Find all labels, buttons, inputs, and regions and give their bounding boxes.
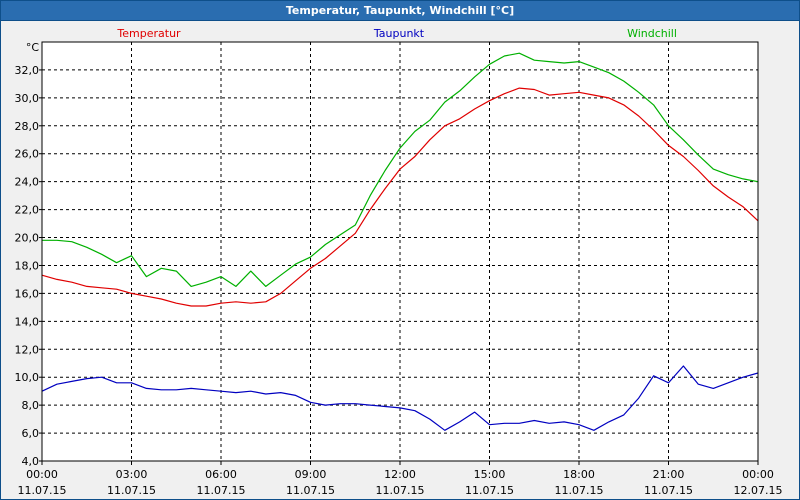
y-tick-label: 14,0 [15, 315, 40, 328]
y-tick-label: 28,0 [15, 120, 40, 133]
window-title: Temperatur, Taupunkt, Windchill [°C] [1, 1, 799, 21]
y-axis: °C 4,0 6,0 8,0 10,0 12,0 14,0 16,0 18,0 20,0 22,0… [15, 41, 42, 468]
x-tick-date-label: 11.07.15 [376, 484, 425, 497]
x-tick-time-label: 00:00 [742, 468, 774, 481]
series-lines [41, 52, 759, 431]
x-tick-time-label: 00:00 [26, 468, 58, 481]
x-tick-time-label: 15:00 [474, 468, 506, 481]
x-tick-date-label: 11.07.15 [197, 484, 246, 497]
y-tick-label: 8,0 [22, 399, 40, 412]
series-line-taupunkt [41, 365, 759, 431]
line-chart: °C 4,0 6,0 8,0 10,0 12,0 14,0 16,0 18,0 20,0 22,0… [15, 27, 783, 497]
y-tick-label: 4,0 [22, 455, 40, 468]
y-tick-label: 24,0 [15, 176, 40, 189]
legend-entry-temperatur: Temperatur [116, 27, 181, 40]
x-tick-date-label: 11.07.15 [465, 484, 514, 497]
y-tick-label: 10,0 [15, 371, 40, 384]
x-tick-date-label: 11.07.15 [555, 484, 604, 497]
y-tick-label: 16,0 [15, 287, 40, 300]
x-tick-date-label: 11.07.15 [107, 484, 156, 497]
x-tick-time-label: 18:00 [563, 468, 595, 481]
y-tick-label: 18,0 [15, 259, 40, 272]
x-tick-date-label: 11.07.15 [644, 484, 693, 497]
x-tick-date-label: 11.07.15 [286, 484, 335, 497]
legend-entry-windchill: Windchill [627, 27, 677, 40]
x-tick-time-label: 03:00 [116, 468, 148, 481]
y-tick-label: 6,0 [22, 427, 40, 440]
y-axis-unit-label: °C [26, 41, 40, 54]
y-tick-label: 32,0 [15, 64, 40, 77]
y-tick-label: 30,0 [15, 92, 40, 105]
x-tick-time-label: 21:00 [653, 468, 685, 481]
y-tick-label: 20,0 [15, 232, 40, 245]
x-tick-time-label: 06:00 [205, 468, 237, 481]
x-tick-time-label: 12:00 [384, 468, 416, 481]
x-tick-date-label: 11.07.15 [18, 484, 67, 497]
y-tick-label: 26,0 [15, 148, 40, 161]
grid [42, 42, 758, 461]
y-tick-label: 12,0 [15, 343, 40, 356]
x-tick-date-label: 12.07.15 [734, 484, 783, 497]
x-tick-time-label: 09:00 [295, 468, 327, 481]
x-axis: 00:00 11.07.15 03:00 11.07.15 06:00 11.07.15 0… [18, 461, 783, 497]
series-line-temperatur [41, 87, 759, 307]
series-line-windchill [42, 52, 759, 287]
legend-entry-taupunkt: Taupunkt [373, 27, 425, 40]
y-tick-label: 22,0 [15, 204, 40, 217]
legend: Temperatur Taupunkt Windchill [116, 27, 677, 40]
